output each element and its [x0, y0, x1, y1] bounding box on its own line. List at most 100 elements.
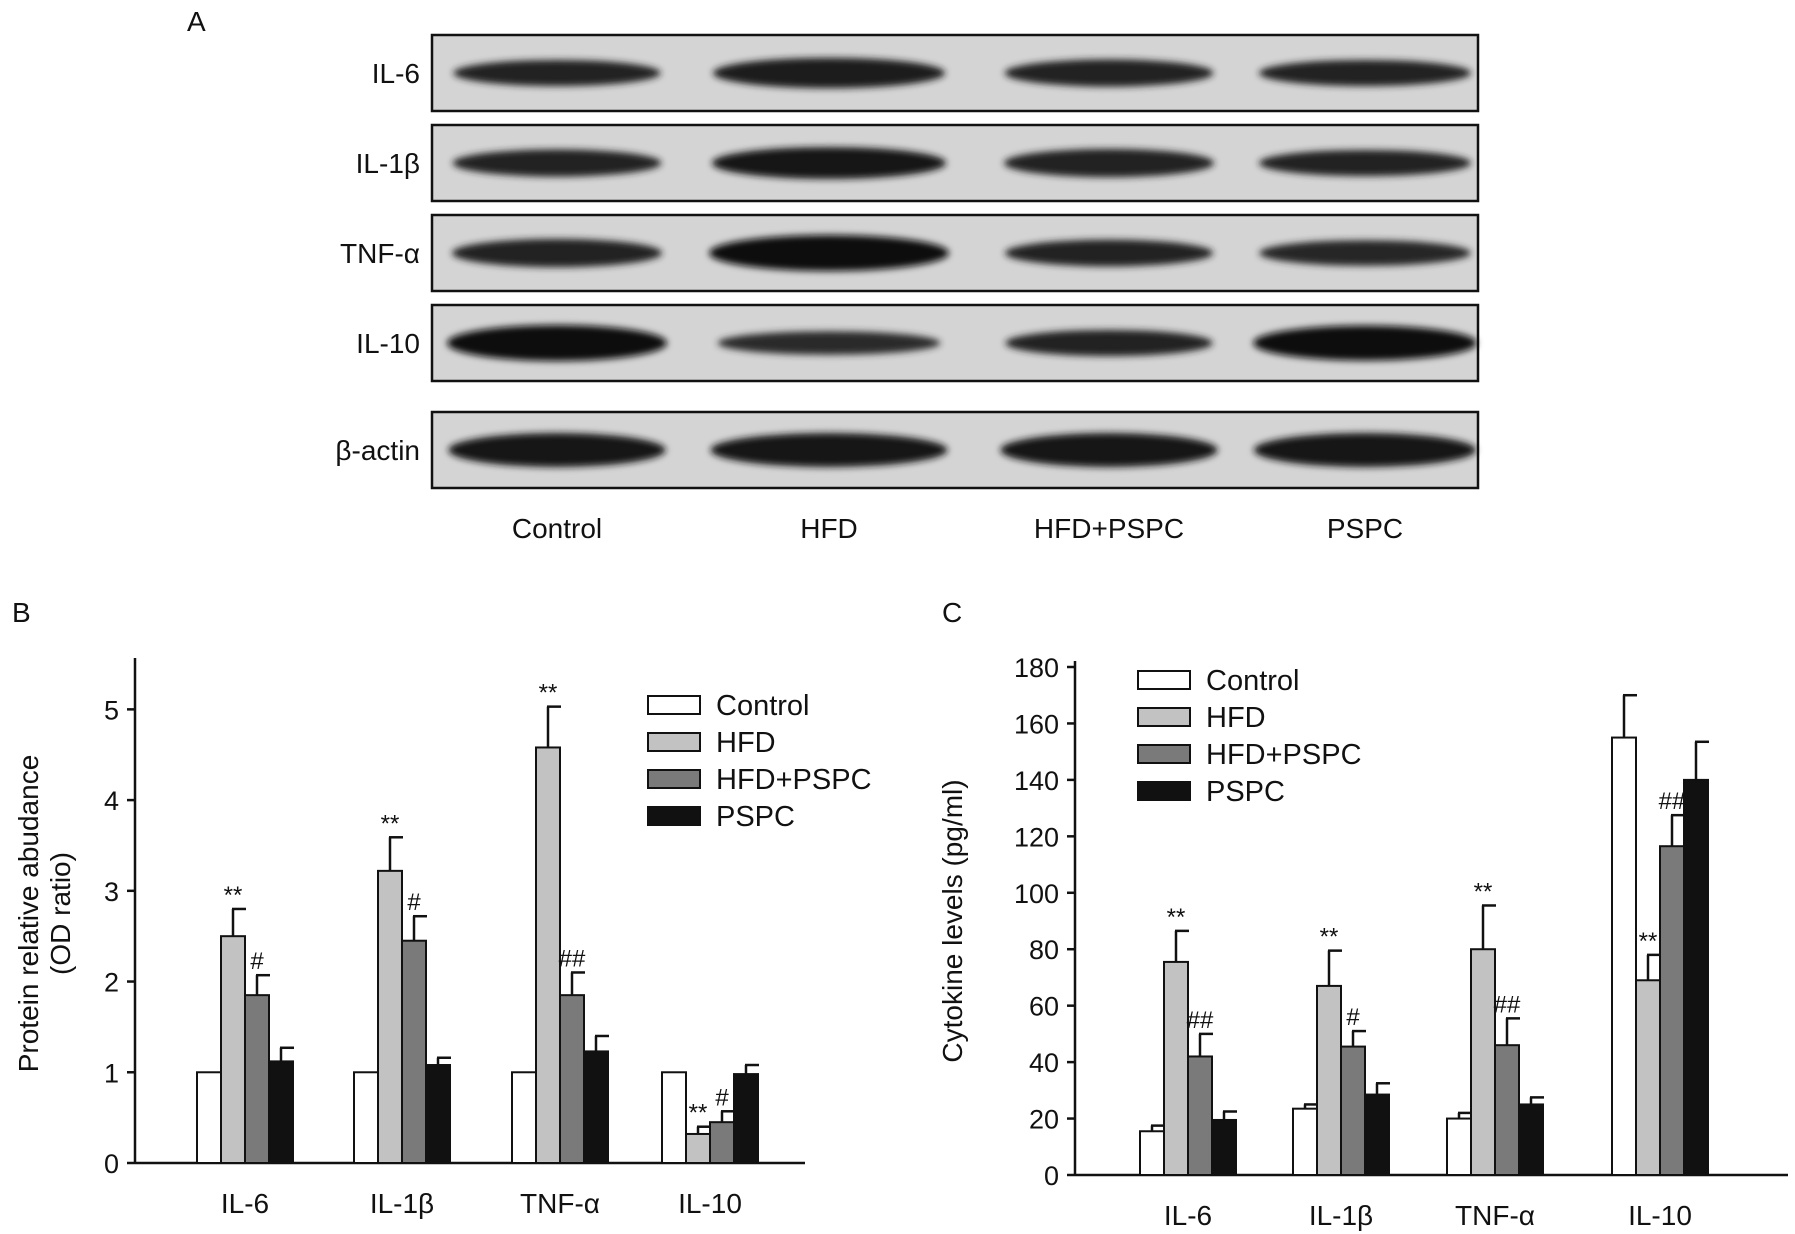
blot-row-tnf-alpha: TNF-α — [340, 213, 1480, 293]
legend-swatch-hfd-plus-pspc — [647, 769, 701, 789]
bar-pspc-il-10 — [733, 1073, 759, 1165]
bar-pspc-il-6 — [1211, 1118, 1237, 1177]
bar-pspc-tnf-alpha — [583, 1050, 609, 1164]
legend-swatch-pspc — [1137, 781, 1191, 801]
bar-hfd-il-10 — [1635, 979, 1661, 1176]
y-tick-label: 100 — [1014, 879, 1059, 909]
significance-marker: ## — [1187, 1007, 1214, 1034]
bar-control-il-1beta — [353, 1071, 379, 1165]
bar-hfd-plus-pspc-il-1beta — [401, 939, 427, 1164]
panel-letter-a: A — [187, 6, 206, 37]
bar-control-il-6 — [196, 1071, 222, 1165]
x-tick-label-il-10: IL-10 — [678, 1188, 742, 1219]
bar-hfd-plus-pspc-tnf-alpha — [1494, 1044, 1520, 1176]
blot-band — [1003, 148, 1215, 178]
legend-label-hfd: HFD — [1206, 702, 1266, 734]
bar-pspc-tnf-alpha — [1518, 1103, 1544, 1177]
y-tick-label: 0 — [104, 1149, 119, 1179]
bar-hfd-plus-pspc-il-6 — [244, 994, 270, 1164]
blot-band — [1004, 239, 1214, 267]
blot-band — [452, 149, 662, 177]
legend-label-pspc: PSPC — [716, 801, 795, 833]
legend-label-hfd-plus-pspc: HFD+PSPC — [1206, 739, 1362, 771]
y-tick-label: 4 — [104, 786, 119, 816]
significance-marker: ** — [539, 680, 558, 707]
bar-hfd-plus-pspc-il-1beta — [1340, 1045, 1366, 1177]
legend-swatch-control — [1137, 670, 1191, 690]
y-tick-label: 1 — [104, 1058, 119, 1088]
blot-band — [717, 331, 941, 355]
legend-label-control: Control — [1206, 665, 1300, 697]
bar-hfd-tnf-alpha — [535, 746, 561, 1164]
x-tick-label-il-10: IL-10 — [1628, 1200, 1692, 1231]
bar-control-il-1beta — [1292, 1107, 1318, 1176]
legend-swatch-hfd — [1137, 707, 1191, 727]
y-tick-label: 140 — [1014, 766, 1059, 796]
blot-row-beta-actin: β-actin — [335, 410, 1480, 490]
significance-marker: ** — [381, 810, 400, 837]
bar-control-tnf-alpha — [1446, 1117, 1472, 1176]
bar-hfd-plus-pspc-il-6 — [1187, 1055, 1213, 1177]
y-tick-label: 60 — [1029, 992, 1059, 1022]
y-tick-label: 2 — [104, 968, 119, 998]
blot-row-il-10: IL-10 — [356, 303, 1480, 383]
y-tick-label: 0 — [1044, 1161, 1059, 1191]
blot-band — [710, 433, 948, 467]
y-tick-label: 20 — [1029, 1105, 1059, 1135]
blot-band — [1005, 329, 1213, 357]
significance-marker: ## — [1659, 788, 1686, 815]
significance-marker: ** — [1320, 924, 1339, 951]
significance-marker: # — [250, 948, 264, 975]
y-tick-label: 160 — [1014, 709, 1059, 739]
legend-label-hfd-plus-pspc: HFD+PSPC — [716, 764, 872, 796]
significance-marker: ## — [559, 945, 586, 972]
chart-b-protein-abundance: 0 1 2 3 4 5 Protein relative abudance (OD ratio… — [13, 658, 872, 1219]
bar-pspc-il-1beta — [1364, 1093, 1390, 1177]
blot-band — [711, 147, 947, 179]
bar-pspc-il-1beta — [425, 1064, 451, 1165]
bar-hfd-plus-pspc-tnf-alpha — [559, 994, 585, 1164]
blot-band — [447, 325, 667, 361]
blot-row-label: IL-10 — [356, 328, 420, 359]
bar-pspc-il-10 — [1683, 778, 1709, 1176]
blot-band — [451, 238, 663, 268]
bar-hfd-il-6 — [1163, 960, 1189, 1176]
y-tick-label: 40 — [1029, 1048, 1059, 1078]
x-tick-label-il-6: IL-6 — [1164, 1200, 1212, 1231]
y-tick-label: 3 — [104, 877, 119, 907]
bar-hfd-il-1beta — [1316, 984, 1342, 1176]
blot-row-label: TNF-α — [340, 238, 420, 269]
significance-marker: ** — [689, 1100, 708, 1127]
blot-band — [1253, 325, 1477, 361]
legend-swatch-hfd-plus-pspc — [1137, 744, 1191, 764]
bar-hfd-tnf-alpha — [1470, 948, 1496, 1176]
blot-band — [448, 433, 666, 467]
y-axis-label: Cytokine levels (pg/ml) — [937, 779, 968, 1062]
western-blot: IL-6 IL-1β TNF-α IL-10 β-actin Control HFD HFD+… — [335, 33, 1480, 544]
significance-marker: ## — [1494, 991, 1521, 1018]
blot-band — [1253, 433, 1477, 467]
legend-label-hfd: HFD — [716, 727, 776, 759]
significance-marker: # — [1346, 1004, 1360, 1031]
x-tick-label-il-1beta: IL-1β — [370, 1188, 434, 1219]
bar-hfd-plus-pspc-il-10 — [709, 1121, 735, 1165]
blot-band — [1258, 59, 1472, 87]
legend-swatch-hfd — [647, 732, 701, 752]
significance-marker: ** — [1639, 928, 1658, 955]
chart-c-cytokine-levels: 0 20 40 60 80 100 120 140 160 180 Cytokine levels … — [937, 653, 1788, 1231]
blot-row-label: IL-6 — [372, 58, 420, 89]
blot-band — [1004, 59, 1214, 87]
y-axis-label: (OD ratio) — [45, 852, 76, 975]
blot-row-il-1beta: IL-1β — [356, 123, 1480, 203]
y-tick-label: 5 — [104, 695, 119, 725]
bar-hfd-il-6 — [220, 935, 246, 1164]
blot-lane-label-control: Control — [512, 513, 602, 544]
significance-marker: # — [715, 1084, 729, 1111]
x-tick-label-il-6: IL-6 — [221, 1188, 269, 1219]
y-axis-label: Protein relative abudance — [13, 755, 44, 1073]
y-tick-label: 80 — [1029, 935, 1059, 965]
significance-marker: ** — [224, 882, 243, 909]
blot-row-il-6: IL-6 — [372, 33, 1480, 113]
x-tick-label-il-1beta: IL-1β — [1309, 1200, 1373, 1231]
blot-band — [1259, 240, 1471, 266]
